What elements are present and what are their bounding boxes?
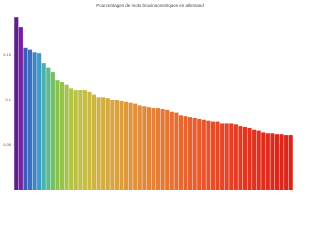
- bar: [247, 127, 252, 190]
- bar: [233, 124, 238, 190]
- bar: [156, 108, 161, 190]
- bar: [220, 123, 225, 190]
- bar: [133, 103, 138, 190]
- bar: [174, 112, 179, 190]
- bar: [14, 17, 19, 191]
- bar: [151, 108, 156, 190]
- bar: [183, 116, 188, 190]
- bar: [142, 106, 147, 190]
- bar: [169, 111, 174, 190]
- bar: [274, 134, 280, 190]
- bar: [206, 120, 211, 190]
- bar: [18, 27, 23, 190]
- y-tick-label: 0.1: [5, 97, 11, 102]
- bar: [82, 90, 87, 190]
- bar: [137, 105, 142, 190]
- bar: [279, 134, 284, 190]
- bar: [41, 63, 46, 190]
- bar: [105, 98, 110, 190]
- bar: [188, 117, 193, 190]
- bar: [46, 67, 51, 190]
- bar: [37, 53, 42, 191]
- bar: [114, 100, 119, 190]
- bar: [110, 100, 115, 190]
- bar: [27, 49, 33, 190]
- bar: [201, 119, 206, 190]
- bar: [288, 135, 293, 190]
- bar: [59, 82, 65, 190]
- bar: [50, 72, 55, 190]
- y-tick-label: 0.05: [3, 142, 12, 147]
- y-tick-label: 0.15: [3, 52, 12, 57]
- bar: [224, 123, 229, 190]
- bar: [242, 127, 248, 190]
- bar: [32, 52, 37, 190]
- bar: [270, 133, 275, 190]
- bar: [119, 100, 124, 190]
- bar: [192, 118, 197, 190]
- bar: [160, 109, 165, 190]
- bar: [23, 47, 28, 190]
- bar: [96, 97, 101, 190]
- bar: [256, 130, 261, 190]
- bar: [69, 88, 74, 190]
- bar: [210, 121, 216, 190]
- bar: [78, 90, 83, 190]
- bar: [215, 121, 220, 190]
- bar: [284, 135, 289, 190]
- bar: [128, 102, 133, 190]
- chart-title: Pourcentages de mots bruxinocentriques e…: [96, 3, 204, 8]
- bar: [55, 80, 60, 190]
- bar: [123, 101, 129, 190]
- chart: Pourcentages de mots bruxinocentriques e…: [3, 3, 293, 191]
- bar: [91, 94, 97, 190]
- bar: [87, 91, 92, 190]
- bar: [197, 118, 202, 190]
- bar: [178, 115, 184, 190]
- bar: [252, 129, 257, 190]
- bar: [265, 133, 270, 190]
- bar: [238, 126, 243, 190]
- page: Pourcentages de mots bruxinocentriques e…: [3, 3, 293, 191]
- bar: [146, 107, 151, 190]
- bar: [229, 123, 234, 190]
- bar: [261, 132, 266, 190]
- bar: [101, 97, 106, 190]
- bar: [73, 90, 78, 190]
- bar: [165, 109, 170, 190]
- bar: [64, 84, 69, 190]
